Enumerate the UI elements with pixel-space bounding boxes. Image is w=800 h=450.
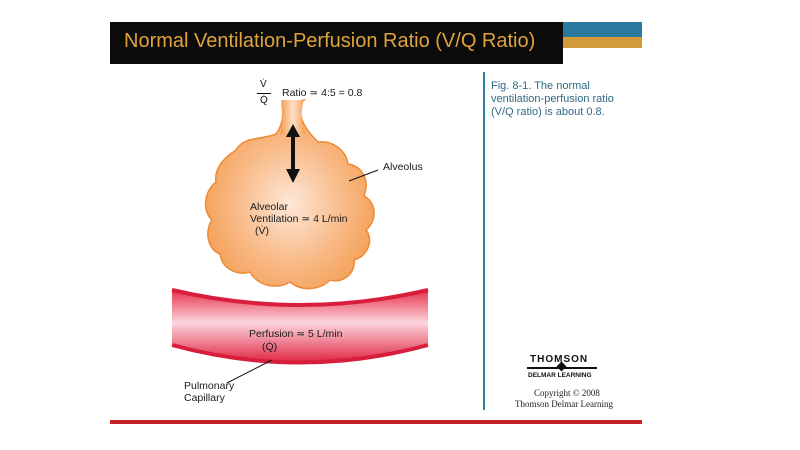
capillary-label-line1: Pulmonary [184, 380, 235, 392]
alveolus-label: Alveolus [383, 161, 423, 173]
ratio-numerator: V̇ [260, 79, 267, 90]
accent-stripe-white [563, 48, 642, 64]
capillary-label-line2: Capillary [184, 392, 225, 404]
perfusion-label-line2: (Q̇) [262, 341, 278, 353]
ventilation-label-line1: Alveolar [250, 201, 288, 213]
ventilation-label-line2: Ventilation ≃ 4 L/min [250, 213, 348, 225]
copyright-line1: Copyright © 2008 [534, 388, 600, 398]
alveolus-leader-line [348, 169, 379, 182]
ratio-denominator: Q̇ [260, 95, 268, 106]
ratio-text: Ratio ≃ 4:5 = 0.8 [282, 87, 363, 99]
publisher-logo: THOMSON [530, 354, 589, 365]
ratio-fraction-bar [257, 93, 271, 94]
accent-stripe-blue [563, 22, 642, 37]
slide-title: Normal Ventilation-Perfusion Ratio (V/Q … [124, 30, 536, 52]
alveolus-shape [204, 98, 375, 290]
vessel-top-wall [171, 288, 429, 307]
copyright-line2: Thomson Delmar Learning [515, 399, 613, 409]
ventilation-label-line3: (V̇) [255, 225, 269, 237]
bottom-rule [110, 420, 642, 424]
perfusion-label-line1: Perfusion ≃ 5 L/min [249, 328, 343, 340]
column-divider [483, 72, 485, 410]
vessel-bottom-wall [171, 343, 429, 365]
capillary-leader-line [226, 359, 273, 384]
header-accent [563, 22, 642, 64]
header-bar [110, 22, 563, 64]
accent-stripe-gold [563, 37, 642, 48]
capillary-vessel [172, 290, 428, 363]
alveolar-duct [280, 100, 306, 134]
ventilation-arrow [286, 124, 300, 183]
publisher-sub: DELMAR LEARNING [528, 372, 592, 379]
figure-caption: Fig. 8-1. The normal ventilation-perfusi… [491, 80, 614, 118]
